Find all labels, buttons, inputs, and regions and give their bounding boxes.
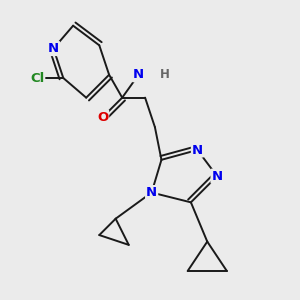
Text: N: N [48, 42, 59, 55]
Text: Cl: Cl [30, 71, 44, 85]
Text: N: N [192, 143, 203, 157]
Text: N: N [212, 170, 223, 183]
Text: H: H [160, 68, 170, 81]
Text: N: N [133, 68, 144, 81]
Text: N: N [146, 186, 157, 199]
Text: O: O [97, 111, 108, 124]
